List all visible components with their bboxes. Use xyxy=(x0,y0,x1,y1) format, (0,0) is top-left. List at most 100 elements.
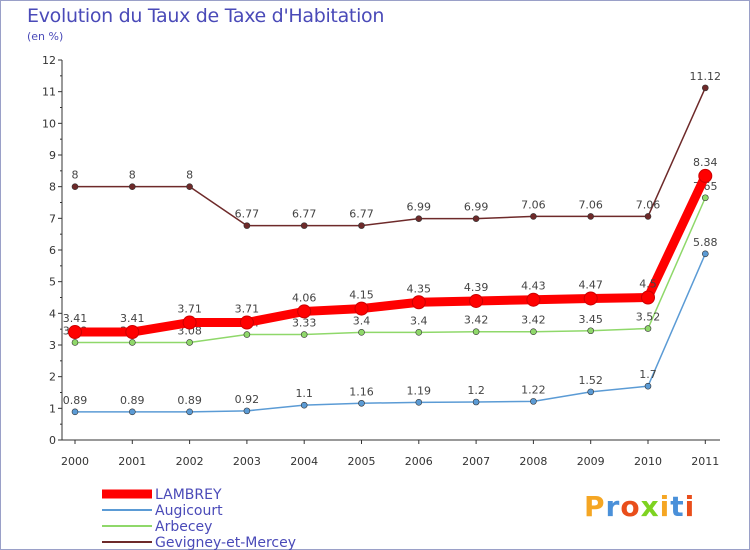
y-tick-label: 12 xyxy=(42,54,56,67)
data-label: 6.99 xyxy=(464,201,489,214)
x-tick-label: 2006 xyxy=(405,455,433,468)
y-tick-label: 6 xyxy=(49,244,56,257)
data-point xyxy=(587,213,595,220)
chart-title: Evolution du Taux de Taxe d'Habitation xyxy=(27,5,385,27)
data-label: 4.35 xyxy=(407,282,432,295)
y-tick-label: 10 xyxy=(42,117,56,130)
data-label: 1.16 xyxy=(349,385,374,398)
series-line-gevigney-et-mercey xyxy=(74,87,707,227)
data-point xyxy=(587,327,595,335)
data-point xyxy=(644,325,652,332)
data-point xyxy=(526,292,541,307)
y-tick-label: 0 xyxy=(49,434,56,447)
logo-letter: o xyxy=(620,490,641,523)
data-label: 6.77 xyxy=(349,208,374,221)
data-label: 6.77 xyxy=(292,208,317,221)
data-label: 7.06 xyxy=(521,198,546,211)
data-point xyxy=(358,329,365,336)
data-point xyxy=(354,301,369,316)
data-point xyxy=(587,388,595,396)
data-point xyxy=(583,291,598,306)
x-tick-label: 2003 xyxy=(233,455,261,468)
data-point xyxy=(415,399,423,406)
y-tick-label: 2 xyxy=(49,371,56,384)
data-point xyxy=(182,315,197,330)
data-point xyxy=(186,339,193,346)
data-point xyxy=(300,331,308,338)
legend-label: Arbecey xyxy=(155,519,212,535)
data-point xyxy=(411,295,426,310)
data-label: 3.41 xyxy=(120,312,145,325)
y-tick-label: 11 xyxy=(42,86,56,99)
data-point xyxy=(186,183,193,190)
data-point xyxy=(530,328,537,336)
data-point xyxy=(71,408,79,416)
data-point xyxy=(644,382,652,390)
data-label: 3.4 xyxy=(410,314,428,327)
data-point xyxy=(129,408,136,416)
data-label: 1.2 xyxy=(467,384,485,397)
data-point xyxy=(297,304,312,319)
data-label: 8 xyxy=(129,169,136,182)
data-label: 3.42 xyxy=(464,314,489,327)
series-line-lambrey xyxy=(70,171,710,337)
logo-letter: x xyxy=(640,490,660,523)
data-label: 0.89 xyxy=(177,394,202,407)
logo-letter: i xyxy=(659,490,671,523)
data-label: 8.34 xyxy=(693,156,718,169)
data-point xyxy=(701,250,709,258)
data-point xyxy=(358,222,365,229)
data-label: 11.12 xyxy=(690,70,722,83)
data-point xyxy=(300,401,308,409)
data-point xyxy=(129,339,136,346)
data-point xyxy=(243,407,251,415)
data-point xyxy=(358,399,365,407)
data-point xyxy=(472,398,480,406)
data-label: 4.47 xyxy=(578,278,603,291)
data-point xyxy=(71,339,79,346)
legend-label: LAMBREY xyxy=(155,487,222,503)
data-label: 1.1 xyxy=(295,387,313,400)
data-point xyxy=(68,325,82,340)
data-label: 5.88 xyxy=(693,236,718,249)
data-label: 1.52 xyxy=(578,374,603,387)
data-label: 1.19 xyxy=(407,384,432,397)
data-point xyxy=(472,328,480,336)
x-tick-label: 2008 xyxy=(519,455,547,468)
y-tick-label: 3 xyxy=(49,339,56,352)
x-tick-label: 2010 xyxy=(634,455,662,468)
data-point xyxy=(415,329,423,336)
data-label: 0.89 xyxy=(120,394,145,407)
data-label: 3.41 xyxy=(63,312,88,325)
logo-letter: t xyxy=(670,490,685,523)
y-tick-label: 4 xyxy=(49,307,56,320)
x-tick-label: 2011 xyxy=(691,455,719,468)
x-tick-label: 2005 xyxy=(348,455,376,468)
data-label: 8 xyxy=(72,169,79,182)
data-point xyxy=(71,183,79,190)
data-label: 1.7 xyxy=(639,368,657,381)
legend-label: Augicourt xyxy=(155,503,223,519)
data-point xyxy=(186,408,193,416)
logo-letter: P xyxy=(584,490,606,523)
x-tick-label: 2007 xyxy=(462,455,490,468)
series-line-augicourt xyxy=(74,253,707,413)
data-label: 7.06 xyxy=(636,198,661,211)
x-tick-label: 2004 xyxy=(290,455,318,468)
data-point xyxy=(472,215,480,222)
data-point xyxy=(243,222,251,229)
data-point xyxy=(698,168,713,183)
data-point xyxy=(239,315,254,330)
x-tick-label: 2001 xyxy=(118,455,146,468)
x-tick-label: 2009 xyxy=(577,455,605,468)
data-label: 3.33 xyxy=(292,317,317,330)
data-label: 3.4 xyxy=(353,314,371,327)
data-label: 3.45 xyxy=(578,313,603,326)
data-label: 0.92 xyxy=(235,393,260,406)
data-point xyxy=(125,325,140,340)
data-label: 7.06 xyxy=(578,198,603,211)
data-label: 3.71 xyxy=(177,303,202,316)
data-label: 8 xyxy=(186,169,193,182)
